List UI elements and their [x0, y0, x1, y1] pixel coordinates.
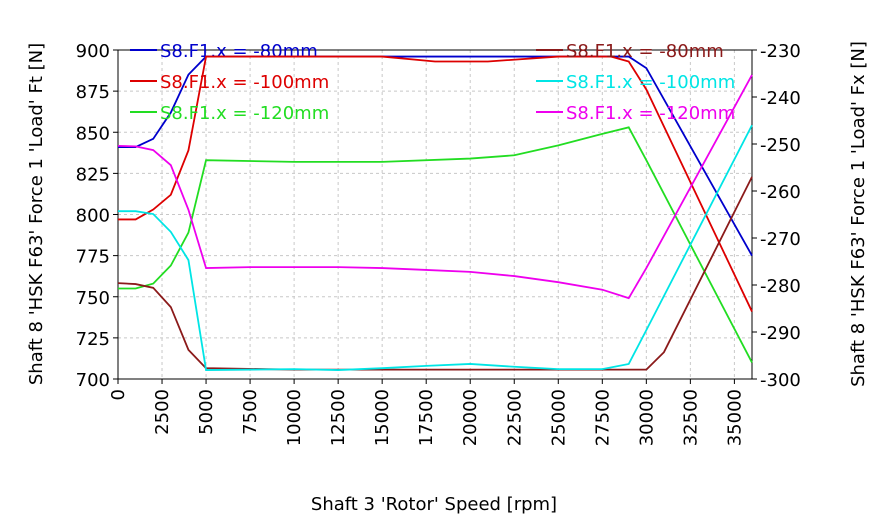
y-tick-label: 775	[76, 247, 110, 268]
y2-tick-label: -260	[760, 182, 801, 203]
y2-tick-label: -270	[760, 229, 801, 250]
x-tick-label: 15000	[372, 389, 393, 446]
y2-tick-label: -230	[760, 41, 801, 62]
y-tick-label: 800	[76, 206, 110, 227]
y2-tick-label: -240	[760, 88, 801, 109]
y2-tick-label: -280	[760, 276, 801, 297]
legend-label: S8.F1.x = -120mm	[566, 103, 735, 124]
legend-label: S8.F1.x = -120mm	[160, 103, 329, 124]
x-tick-label: 2500	[152, 389, 173, 435]
x-axis-label: Shaft 3 'Rotor' Speed [rpm]	[311, 494, 557, 515]
series-line	[118, 55, 753, 312]
y2-tick-label: -290	[760, 323, 801, 344]
y-tick-label: 850	[76, 123, 110, 144]
x-tick-label: 27500	[592, 389, 613, 446]
x-tick-label: 17500	[416, 389, 437, 446]
x-tick-label: 35000	[724, 389, 745, 446]
y2-tick-label: -250	[760, 135, 801, 156]
legend-label: S8.F1.x = -100mm	[566, 72, 735, 93]
y-tick-label: 825	[76, 164, 110, 185]
y-tick-label: 725	[76, 329, 110, 350]
x-tick-label: 7500	[240, 389, 261, 435]
series-line	[118, 124, 753, 371]
legend-label: S8.F1.x = -80mm	[160, 41, 318, 62]
y-tick-label: 750	[76, 288, 110, 309]
x-tick-label: 22500	[504, 389, 525, 446]
x-tick-label: 10000	[284, 389, 305, 446]
series-line	[117, 176, 753, 371]
legend-label: S8.F1.x = -100mm	[160, 72, 329, 93]
x-tick-label: 32500	[680, 389, 701, 446]
series-line	[118, 126, 753, 363]
series-line	[117, 74, 753, 300]
y2-axis-label: Shaft 8 'HSK F63' Force 1 'Load' Fx [N]	[848, 41, 869, 387]
x-tick-label: 5000	[196, 389, 217, 435]
y-tick-label: 875	[76, 82, 110, 103]
x-tick-label: 30000	[636, 389, 657, 446]
x-tick-label: 12500	[328, 389, 349, 446]
x-tick-label: 0	[108, 389, 129, 400]
y2-tick-label: -300	[760, 370, 801, 391]
legend-label: S8.F1.x = -80mm	[566, 41, 724, 62]
y-axis-label: Shaft 8 'HSK F63' Force 1 'Load' Ft [N]	[26, 43, 47, 385]
y-tick-label: 900	[76, 41, 110, 62]
x-tick-label: 20000	[460, 389, 481, 446]
y-tick-label: 700	[76, 370, 110, 391]
plot-frame	[117, 49, 753, 380]
x-tick-label: 25000	[548, 389, 569, 446]
